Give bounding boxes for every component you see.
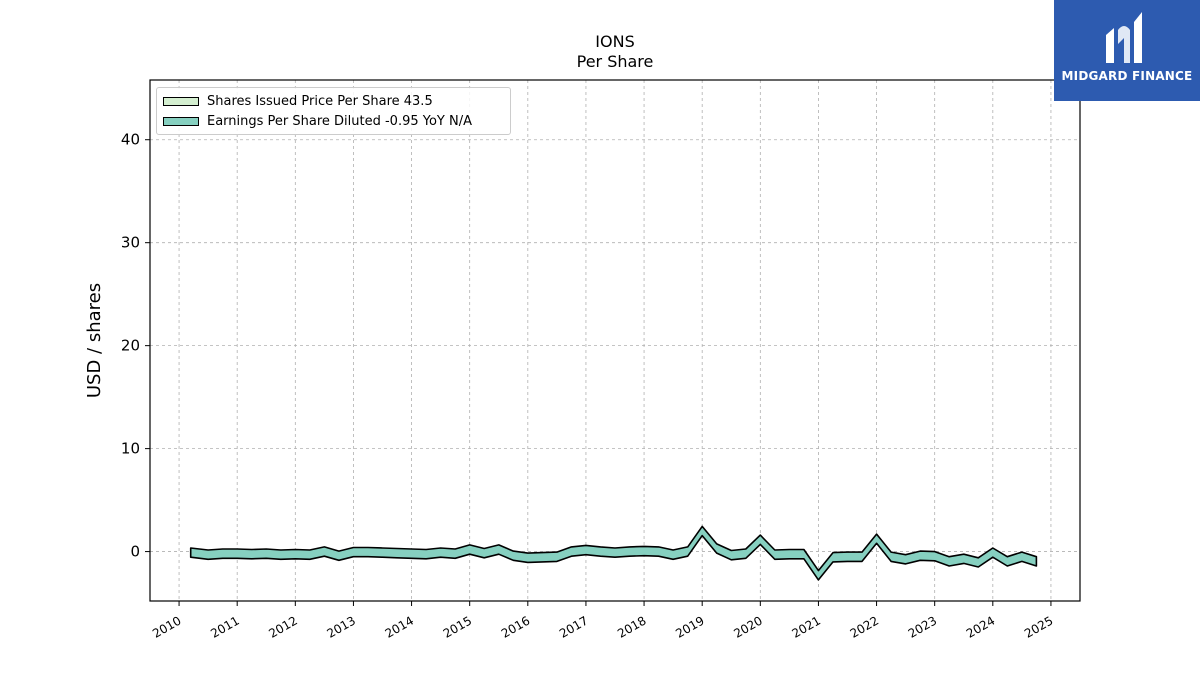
x-tick-label-2024: 2024 <box>964 613 997 640</box>
legend-label-shares-price: Shares Issued Price Per Share 43.5 <box>207 93 433 109</box>
y-axis-label: USD / shares <box>84 283 105 398</box>
legend: Shares Issued Price Per Share 43.5 Earni… <box>156 87 511 135</box>
x-tick-label-2015: 2015 <box>441 613 474 640</box>
x-tick-label-2014: 2014 <box>383 613 416 640</box>
x-tick-label-2019: 2019 <box>673 613 706 640</box>
legend-swatch-shares-price <box>163 96 199 106</box>
x-tick-label-2010: 2010 <box>150 613 183 640</box>
legend-entry-eps-diluted: Earnings Per Share Diluted -0.95 YoY N/A <box>163 112 472 130</box>
x-tick-label-2016: 2016 <box>499 613 532 640</box>
y-tick-label-10: 10 <box>121 440 140 458</box>
logo-text: MIDGARD FINANCE <box>1061 69 1193 83</box>
x-tick-label-2017: 2017 <box>557 613 590 640</box>
series-eps-diluted-band <box>189 525 1038 581</box>
chart-title: IONS <box>595 32 635 51</box>
x-tick-label-2018: 2018 <box>615 613 648 640</box>
x-tick-label-2025: 2025 <box>1022 613 1055 640</box>
y-tick-label-20: 20 <box>121 337 140 355</box>
x-tick-label-2011: 2011 <box>208 613 241 640</box>
y-tick-label-30: 30 <box>121 234 140 252</box>
legend-label-eps-diluted: Earnings Per Share Diluted -0.95 YoY N/A <box>207 113 473 129</box>
x-tick-label-2020: 2020 <box>731 613 764 640</box>
legend-entry-shares-price: Shares Issued Price Per Share 43.5 <box>163 92 433 110</box>
midgard-finance-logo: MIDGARD FINANCE <box>1054 0 1200 101</box>
y-tick-label-0: 0 <box>130 543 140 561</box>
x-tick-label-2012: 2012 <box>266 613 299 640</box>
y-tick-label-40: 40 <box>121 131 140 149</box>
x-tick-label-2023: 2023 <box>906 613 939 640</box>
chart-subtitle: Per Share <box>576 52 654 71</box>
x-tick-label-2013: 2013 <box>324 613 357 640</box>
x-tick-label-2021: 2021 <box>789 613 822 640</box>
midgard-logo-icon <box>1106 12 1142 63</box>
x-tick-label-2022: 2022 <box>848 613 881 640</box>
plot-frame <box>149 79 1081 602</box>
legend-swatch-eps-diluted <box>163 116 199 126</box>
